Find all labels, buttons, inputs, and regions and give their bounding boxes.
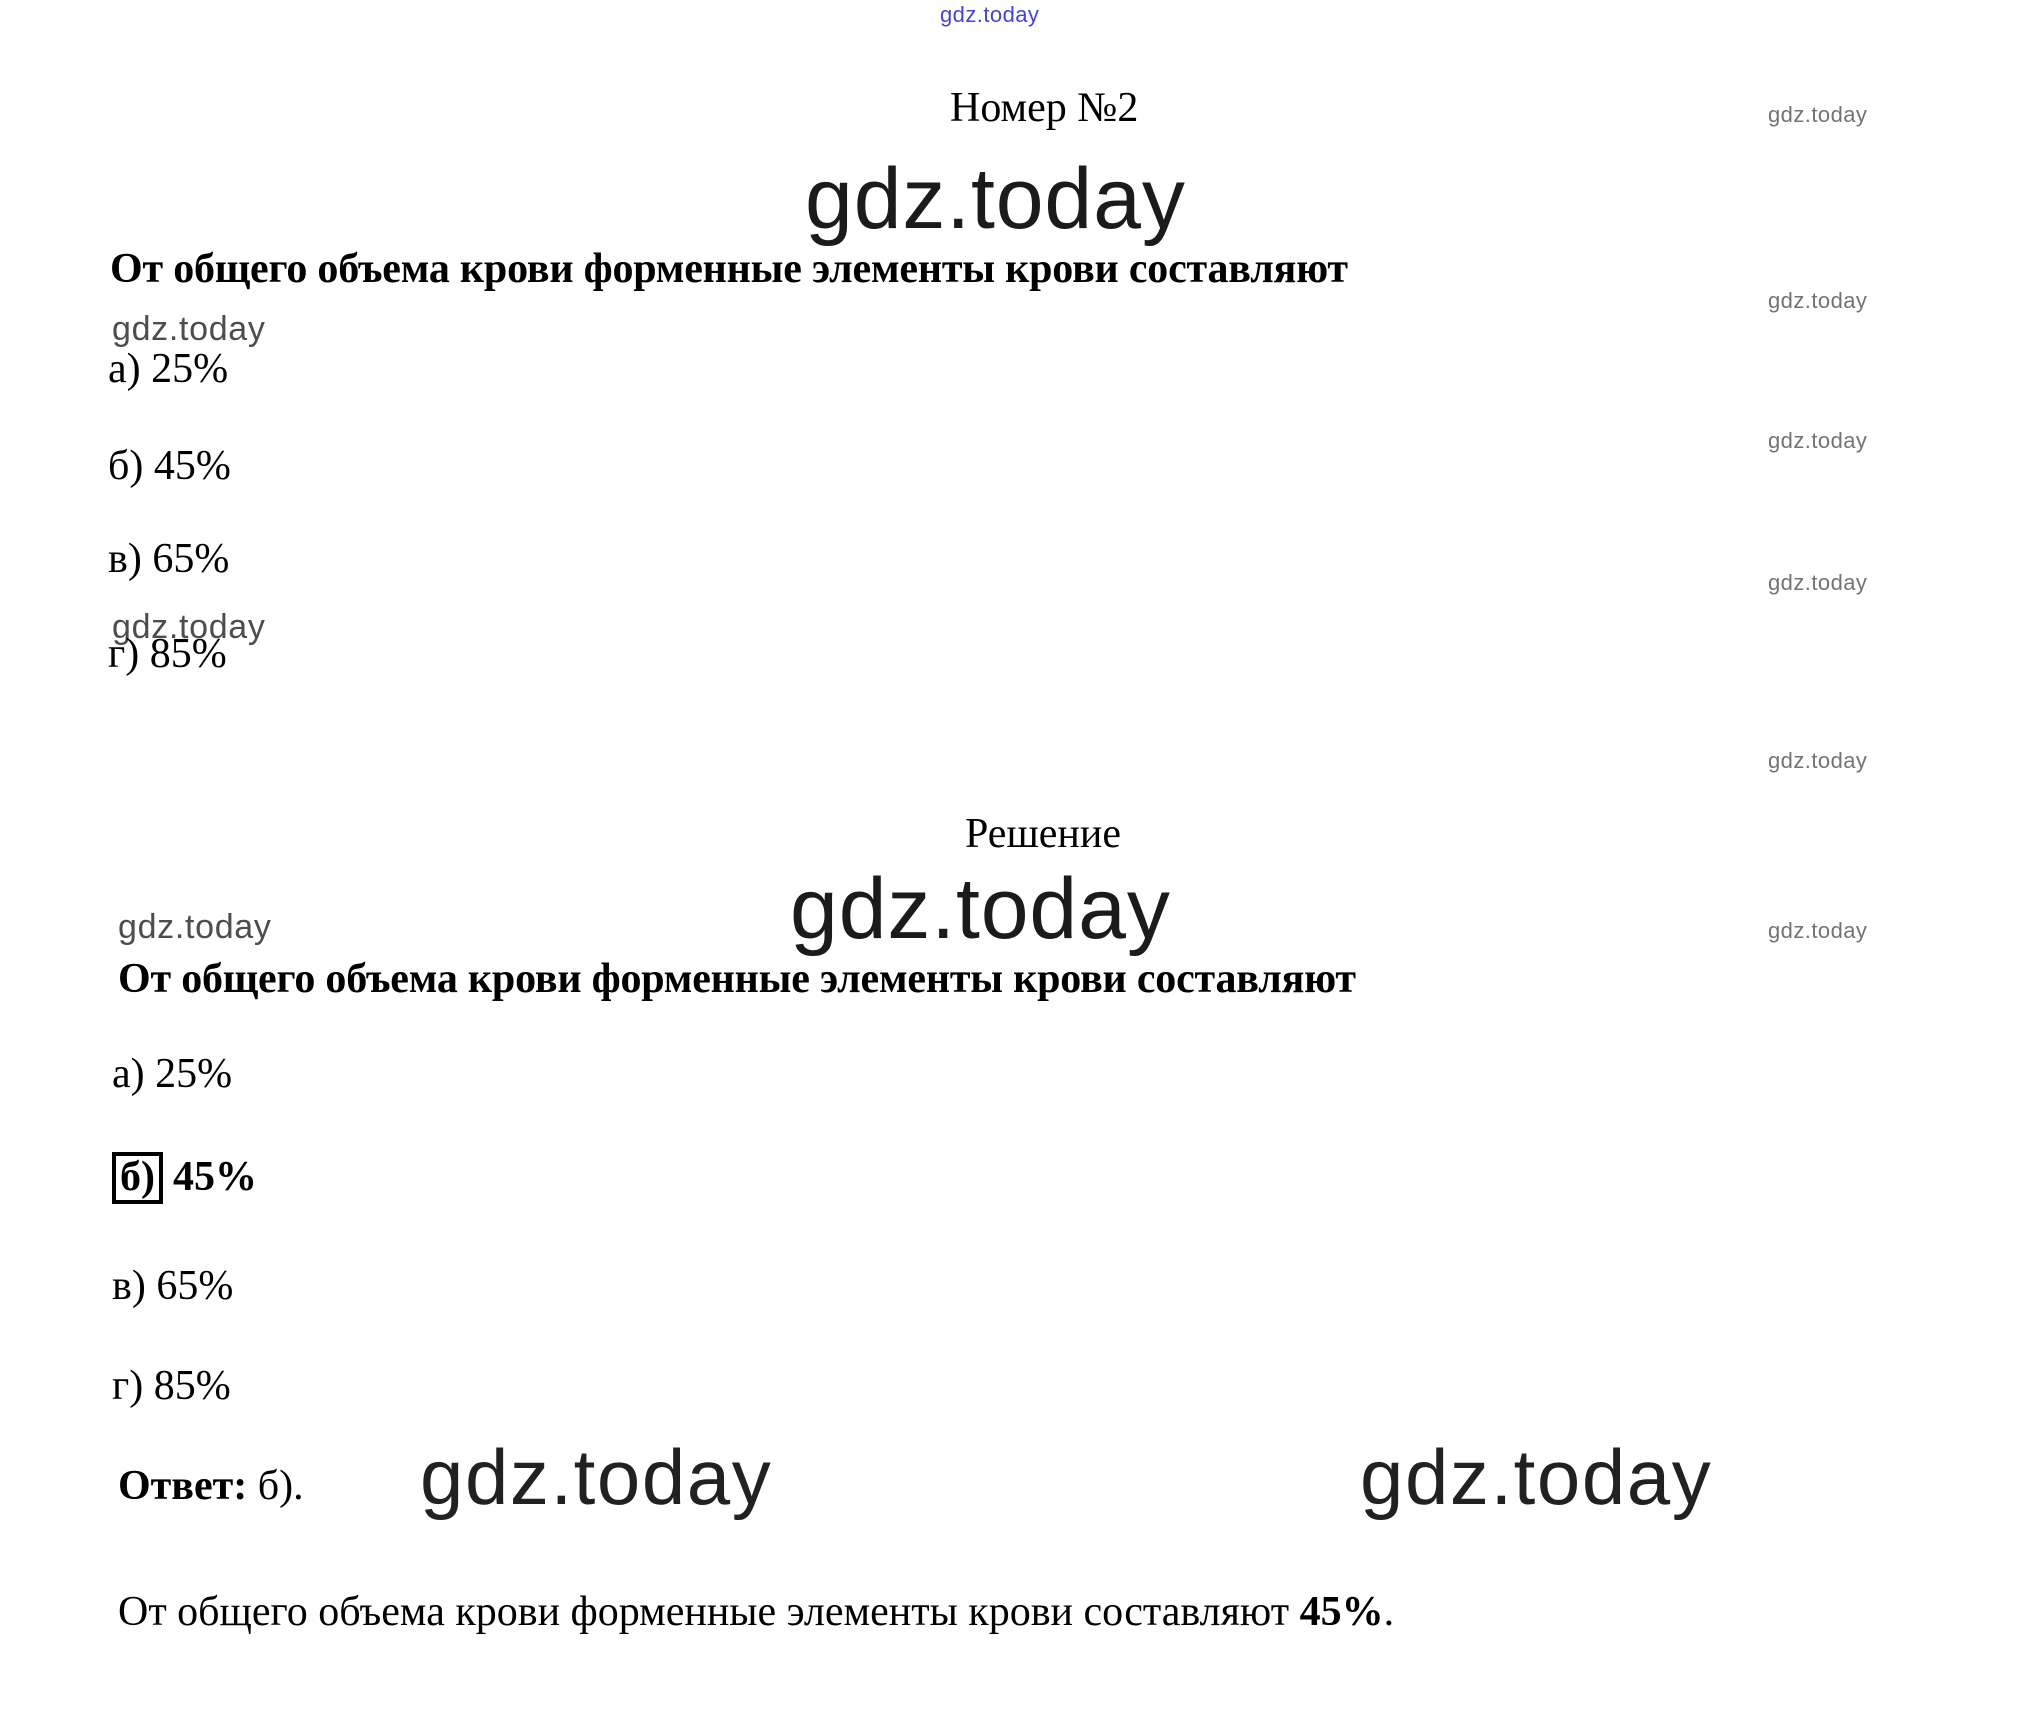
- answer-label: Ответ:: [118, 1463, 248, 1509]
- watermark-top-blue: gdz.today: [940, 2, 1040, 27]
- watermark-big-1: gdz.today: [805, 151, 1186, 247]
- watermark-right-1: gdz.today: [1768, 102, 1868, 127]
- conclusion-line: От общего объема крови форменные элемент…: [118, 1588, 1394, 1636]
- solution-question-text: От общего объема крови форменные элемент…: [118, 956, 1356, 1002]
- solution-option-g: г) 85%: [112, 1362, 231, 1410]
- solution-option-v-value: 65%: [156, 1263, 234, 1309]
- watermark-huge-right: gdz.today: [1360, 1433, 1713, 1521]
- task-option-v-marker: в): [108, 536, 142, 582]
- task-option-a-value: 25%: [151, 346, 229, 392]
- task-option-b-marker: б): [108, 443, 144, 489]
- watermark-right-3: gdz.today: [1768, 428, 1868, 453]
- watermark-left-1: gdz.today: [112, 310, 266, 348]
- task-option-a-marker: а): [108, 346, 141, 392]
- conclusion-suffix: .: [1383, 1589, 1395, 1635]
- watermark-right-4: gdz.today: [1768, 570, 1868, 595]
- solution-option-b-value: 45%: [173, 1154, 257, 1200]
- watermark-big-2: gdz.today: [790, 861, 1171, 957]
- task-option-b-value: 45%: [153, 443, 231, 489]
- solution-option-v-marker: в): [112, 1263, 146, 1309]
- task-option-a: а) 25%: [108, 345, 228, 393]
- solution-option-g-value: 85%: [153, 1363, 231, 1409]
- task-option-v: в) 65%: [108, 535, 229, 583]
- task-option-v-value: 65%: [152, 536, 230, 582]
- watermark-left-3: gdz.today: [118, 908, 272, 946]
- conclusion-prefix: От общего объема крови форменные элемент…: [118, 1589, 1300, 1635]
- watermark-huge-left: gdz.today: [420, 1433, 773, 1521]
- task-heading: Номер №2: [950, 85, 1139, 131]
- task-option-b: б) 45%: [108, 442, 231, 490]
- task-option-g-marker: г): [108, 631, 140, 677]
- solution-option-a-value: 25%: [155, 1051, 233, 1097]
- answer-line: Ответ: б).: [118, 1462, 304, 1510]
- conclusion-highlight: 45%: [1299, 1589, 1384, 1635]
- task-question-text: От общего объема крови форменные элемент…: [110, 246, 1348, 292]
- answer-value: б).: [257, 1463, 304, 1509]
- task-option-g: г) 85%: [108, 630, 227, 678]
- solution-option-v: в) 65%: [112, 1262, 233, 1310]
- solution-heading: Решение: [965, 811, 1122, 857]
- watermark-right-5: gdz.today: [1768, 748, 1868, 773]
- solution-option-a-marker: а): [112, 1051, 145, 1097]
- solution-option-a: а) 25%: [112, 1050, 232, 1098]
- task-option-g-value: 85%: [149, 631, 227, 677]
- solution-option-b-marker-box: б): [112, 1152, 163, 1204]
- watermark-right-6: gdz.today: [1768, 918, 1868, 943]
- solution-option-b-selected: б) 45%: [112, 1152, 257, 1204]
- watermark-right-2: gdz.today: [1768, 288, 1868, 313]
- solution-option-g-marker: г): [112, 1363, 144, 1409]
